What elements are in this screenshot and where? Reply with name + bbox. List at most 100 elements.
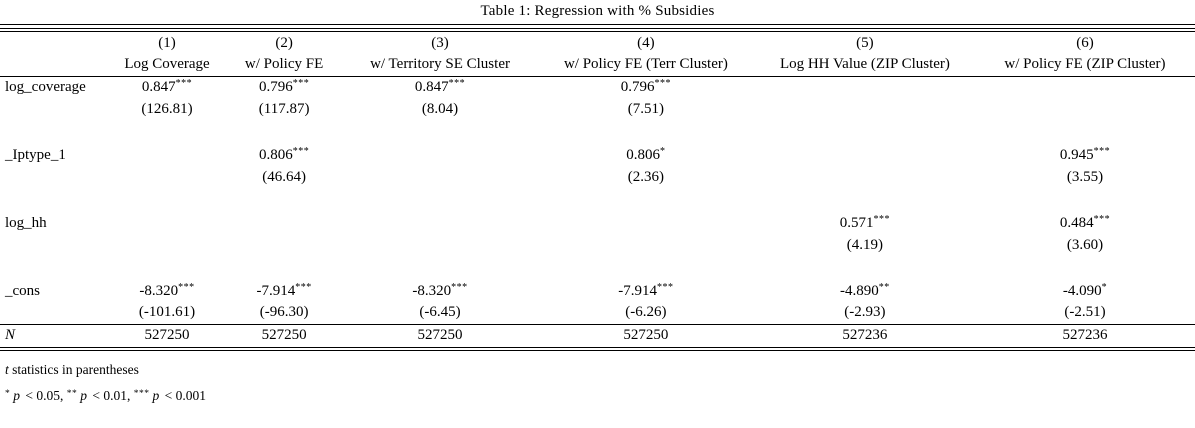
col-number-4: (4): [637, 34, 655, 51]
table-notes: t statistics in parentheses * p < 0.05, *…: [0, 362, 1195, 404]
tstat-cell: [225, 234, 343, 256]
tstat-cell: (-2.51): [1064, 304, 1106, 321]
coef-cell: [343, 144, 537, 166]
tstat-cell: [755, 98, 975, 120]
significance-stars: ***: [1093, 146, 1111, 157]
coef-cell: 0.484***: [1059, 214, 1111, 231]
significance-stars: **: [66, 389, 78, 399]
n-value: 527250: [225, 323, 344, 346]
tstat-cell: [537, 234, 755, 256]
tstat-cell: (-2.93): [844, 304, 886, 321]
tstat-cell: [343, 166, 537, 188]
n-value: 527236: [754, 323, 975, 346]
empty-cell: [0, 302, 109, 324]
significance-stars: ***: [292, 78, 310, 90]
col-number-2: (2): [275, 34, 293, 51]
significance-note: * p < 0.05, ** p < 0.01, *** p < 0.001: [5, 388, 1195, 404]
significance-stars: *: [660, 146, 666, 157]
n-value: 527236: [974, 323, 1195, 346]
coef-cell: 0.806***: [258, 146, 310, 163]
coef-cell: -8.320***: [412, 282, 468, 299]
significance-stars: ***: [1093, 214, 1111, 225]
tstat-row-log-hh: (4.19) (3.60): [0, 234, 1195, 256]
coef-cell: 0.945***: [1059, 146, 1111, 163]
significance-stars: ***: [292, 146, 310, 157]
col-number-5: (5): [856, 34, 874, 51]
coef-cell: 0.796***: [258, 78, 310, 96]
coef-cell: 0.847***: [414, 78, 466, 96]
coef-cell: [343, 212, 537, 234]
col-label-1: Log Coverage: [109, 54, 226, 77]
row-label-log-hh: log_hh: [5, 214, 47, 231]
tstat-cell: (126.81): [141, 100, 193, 117]
spacer-row: [0, 120, 1195, 144]
tstat-cell: [755, 166, 975, 188]
tstat-row-log-coverage: (126.81) (117.87) (8.04) (7.51): [0, 98, 1195, 120]
coef-row-cons: _cons -8.320*** -7.914*** -8.320*** -7.9…: [0, 280, 1195, 302]
tstat-cell: (3.55): [1066, 168, 1104, 185]
tstat-cell: (-6.45): [419, 304, 461, 321]
tstat-cell: (-96.30): [259, 304, 309, 321]
tstat-cell: (8.04): [421, 100, 459, 117]
row-label-iptype-1: _Iptype_1: [5, 146, 66, 163]
table-title: Table 1: Regression with % Subsidies: [480, 3, 715, 19]
n-value: 527250: [536, 323, 755, 346]
corner-cell: [0, 32, 109, 54]
sig-part: *** p < 0.001: [133, 388, 206, 403]
row-label-n: N: [0, 323, 109, 346]
coef-cell: 0.847***: [141, 78, 193, 96]
col-label-4: w/ Policy FE (Terr Cluster): [536, 54, 755, 77]
spacer-row: [0, 188, 1195, 212]
corner-cell: [0, 54, 109, 77]
spacer-row: [0, 256, 1195, 280]
regression-table: (1) (2) (3) (4) (5) (6) Log Coverage w/ …: [0, 32, 1195, 346]
col-number-3: (3): [431, 34, 449, 51]
n-value: 527250: [109, 323, 226, 346]
coef-cell: [537, 212, 755, 234]
coef-cell: 0.571***: [839, 214, 891, 231]
significance-stars: *: [1101, 282, 1108, 293]
tstat-row-cons: (-101.61) (-96.30) (-6.45) (-6.26) (-2.9…: [0, 302, 1195, 324]
tstat-row-iptype-1: (46.64) (2.36) (3.55): [0, 166, 1195, 188]
coef-cell: [755, 144, 975, 166]
col-label-3: w/ Territory SE Cluster: [343, 54, 537, 77]
p-symbol: p: [152, 388, 160, 403]
tstat-cell: (4.19): [846, 236, 884, 253]
significance-stars: ***: [175, 78, 193, 90]
column-labels-row: Log Coverage w/ Policy FE w/ Territory S…: [0, 54, 1195, 77]
p-symbol: p: [80, 388, 87, 403]
col-number-1: (1): [158, 34, 176, 51]
significance-stars: ***: [178, 282, 195, 293]
significance-stars: ***: [133, 389, 150, 399]
significance-stars: ***: [873, 214, 891, 225]
column-numbers-row: (1) (2) (3) (4) (5) (6): [0, 32, 1195, 54]
significance-stars: *: [5, 389, 11, 399]
tstat-cell: (117.87): [258, 100, 310, 117]
sig-part: * p < 0.05,: [5, 388, 67, 403]
tstat-cell: [109, 234, 225, 256]
tstat-cell: [109, 166, 225, 188]
empty-cell: [0, 234, 109, 256]
tstat-cell: (3.60): [1066, 236, 1104, 253]
coef-cell: -8.320***: [139, 282, 195, 299]
significance-stars: ***: [451, 282, 468, 293]
tstat-cell: (2.36): [627, 168, 665, 185]
significance-stars: ***: [654, 78, 672, 90]
top-double-rule: [0, 28, 1195, 32]
tstat-cell: (-6.26): [625, 304, 667, 321]
coef-cell: [755, 76, 975, 98]
significance-stars: ***: [295, 282, 312, 293]
col-label-6: w/ Policy FE (ZIP Cluster): [974, 54, 1195, 77]
tstat-cell: [343, 234, 537, 256]
tstat-cell: (7.51): [627, 100, 665, 117]
row-label-cons: _cons: [5, 282, 40, 299]
coef-cell: -4.890**: [840, 282, 890, 299]
significance-stars: **: [878, 282, 890, 293]
coef-cell: 0.806*: [626, 146, 666, 163]
col-label-2: w/ Policy FE: [225, 54, 344, 77]
p-symbol: p: [13, 388, 20, 403]
tstat-cell: [975, 98, 1195, 120]
coef-row-log-hh: log_hh 0.571*** 0.484***: [0, 212, 1195, 234]
n-value: 527250: [343, 323, 537, 346]
